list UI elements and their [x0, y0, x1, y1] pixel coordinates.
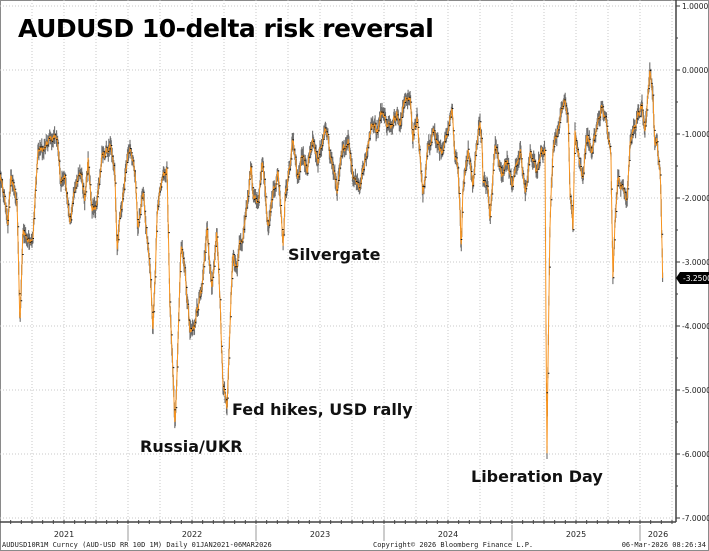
y-tick-label: -5.0000	[682, 386, 709, 395]
y-tick-label: -2.0000	[682, 194, 709, 203]
y-tick-label: -1.0000	[682, 130, 709, 139]
annotation-russia-ukr: Russia/UKR	[140, 437, 243, 456]
annotation-liberation-day: Liberation Day	[471, 467, 603, 486]
x-year-label: 2023	[310, 530, 330, 539]
x-year-label: 2021	[54, 530, 74, 539]
y-tick-label: -4.0000	[682, 322, 709, 331]
last-value-label: -3.2500	[683, 274, 709, 283]
annotation-fed-hikes: Fed hikes, USD rally	[232, 400, 413, 419]
footer-ticker: AUDUSD10R1M Curncy (AUD-USD RR 10D 1M) D…	[2, 541, 272, 549]
y-tick-label: -6.0000	[682, 450, 709, 459]
annotation-silvergate: Silvergate	[288, 245, 381, 264]
last-value-tag	[676, 272, 709, 284]
x-year-label: 2022	[182, 530, 202, 539]
close-ticks	[0, 70, 664, 411]
series-line	[0, 70, 664, 454]
y-tick-label: -7.0000	[682, 514, 709, 523]
x-year-label: 2026	[648, 530, 668, 539]
footer-timestamp: 06-Mar-2026 08:26:34	[621, 541, 706, 549]
x-year-label: 2024	[438, 530, 458, 539]
x-year-label: 2025	[566, 530, 586, 539]
footer-copyright: Copyright© 2026 Bloomberg Finance L.P.	[373, 541, 534, 549]
y-tick-label: -3.0000	[682, 258, 709, 267]
chart-title: AUDUSD 10-delta risk reversal	[18, 14, 434, 43]
y-tick-label: 0.0000	[682, 66, 708, 75]
y-tick-label: 1.0000	[682, 2, 708, 11]
